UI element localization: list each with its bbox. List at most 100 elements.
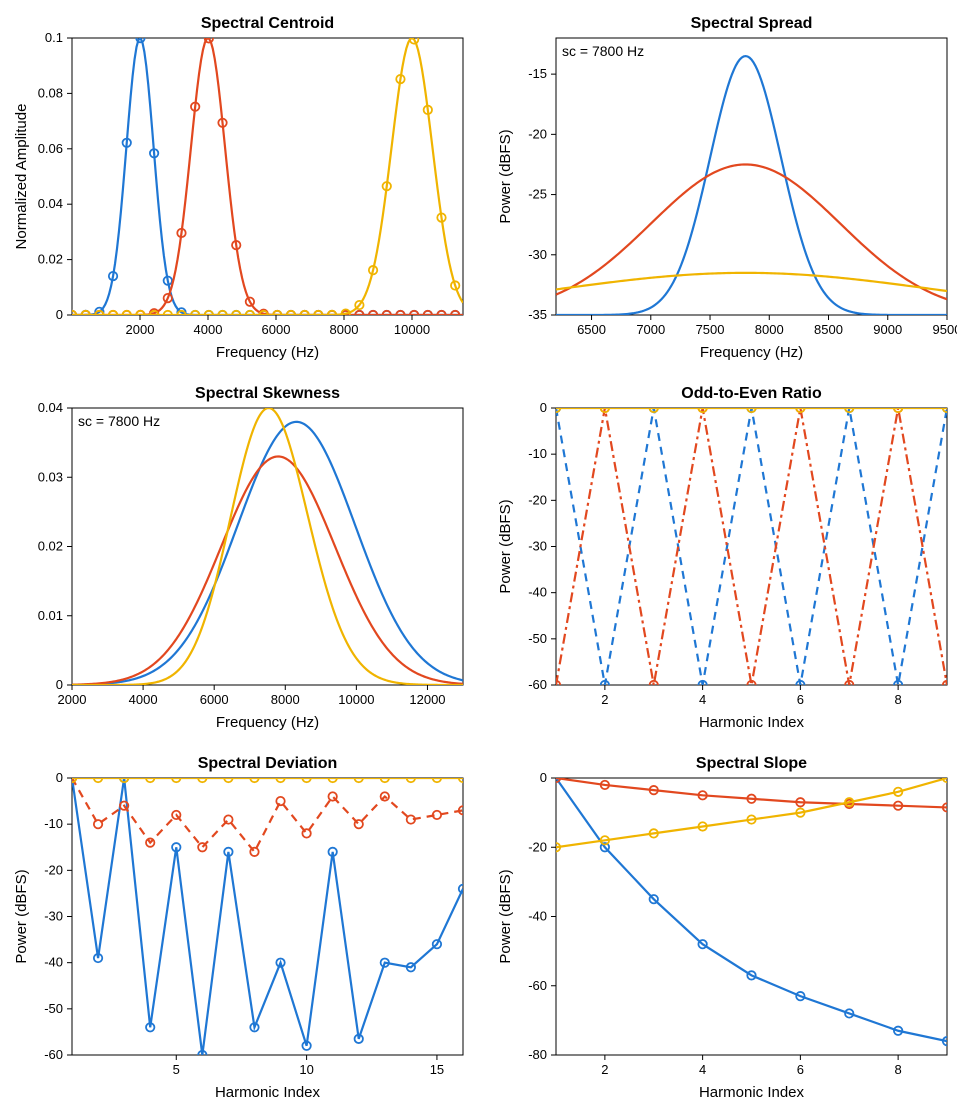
- y-axis-label: Power (dBFS): [497, 499, 514, 593]
- y-axis-label: Power (dBFS): [13, 869, 30, 963]
- x-tick: 9500: [932, 322, 957, 337]
- x-tick: 2: [601, 692, 608, 707]
- y-tick: -50: [528, 631, 547, 646]
- y-tick: 0: [539, 400, 546, 415]
- y-tick: 0: [56, 677, 63, 692]
- x-axis-label: Harmonic Index: [698, 1084, 804, 1101]
- x-tick: 6000: [200, 692, 229, 707]
- x-tick: 8: [894, 1062, 901, 1077]
- series-line: [556, 408, 947, 685]
- y-tick: 0.04: [38, 400, 63, 415]
- x-tick: 10: [299, 1062, 313, 1077]
- y-tick: -30: [44, 909, 63, 924]
- y-axis-label: Power (dBFS): [497, 129, 514, 223]
- y-tick: -60: [528, 978, 547, 993]
- y-tick: 0.1: [45, 30, 63, 45]
- x-tick: 5: [173, 1062, 180, 1077]
- y-axis-label: Power (dBFS): [497, 869, 514, 963]
- y-axis-label: Normalized Amplitude: [13, 104, 30, 250]
- x-tick: 6: [796, 692, 803, 707]
- x-tick: 8000: [330, 322, 359, 337]
- x-tick: 8: [894, 692, 901, 707]
- x-tick: 6500: [577, 322, 606, 337]
- x-tick: 4: [699, 692, 706, 707]
- series-marker: [302, 829, 310, 837]
- chart-slope: Spectral Slope2468-80-60-40-200Harmonic …: [494, 750, 957, 1105]
- series-line: [556, 778, 947, 1041]
- x-tick: 10000: [394, 322, 430, 337]
- chart-title: Spectral Deviation: [198, 755, 338, 772]
- chart-deviation: Spectral Deviation 5 10 15 -60 -50 -40 -30 -20 -1…: [10, 750, 478, 1105]
- y-tick: -35: [528, 307, 547, 322]
- chart-title: Spectral Spread: [690, 15, 812, 32]
- panel-slope: Spectral Slope2468-80-60-40-200Harmonic …: [494, 750, 957, 1110]
- chart-title: Spectral Centroid: [201, 15, 334, 32]
- x-tick: 4: [699, 1062, 706, 1077]
- y-tick: 0.03: [38, 469, 63, 484]
- y-tick: -40: [528, 585, 547, 600]
- x-tick: 6: [796, 1062, 803, 1077]
- chart-skewness: Spectral Skewness 2000 4000 6000 8000 10000 12…: [10, 380, 478, 735]
- y-tick: 0.08: [38, 85, 63, 100]
- y-tick: -40: [528, 909, 547, 924]
- y-tick: 0: [539, 770, 546, 785]
- annotation: sc = 7800 Hz: [78, 413, 160, 429]
- y-tick: -10: [528, 446, 547, 461]
- y-tick: -30: [528, 247, 547, 262]
- y-tick: -80: [528, 1047, 547, 1062]
- y-tick: -60: [44, 1047, 63, 1062]
- y-tick: -10: [44, 816, 63, 831]
- series-line: [556, 778, 947, 847]
- x-tick: 15: [430, 1062, 444, 1077]
- annotation: sc = 7800 Hz: [562, 43, 644, 59]
- y-tick: 0.04: [38, 196, 63, 211]
- y-tick: -20: [528, 126, 547, 141]
- series-line: [556, 273, 947, 291]
- panel-deviation: Spectral Deviation 5 10 15 -60 -50 -40 -30 -20 -1…: [10, 750, 484, 1110]
- chart-odd_even: Odd-to-Even Ratio2468-60-50-40-30-20-100…: [494, 380, 957, 735]
- x-tick: 4000: [194, 322, 223, 337]
- x-tick: 2000: [58, 692, 87, 707]
- x-tick: 4000: [129, 692, 158, 707]
- y-tick: -30: [528, 539, 547, 554]
- x-tick: 8000: [754, 322, 783, 337]
- series-marker: [250, 848, 258, 856]
- y-tick: -25: [528, 187, 547, 202]
- series-line: [72, 778, 463, 1055]
- y-tick: -40: [44, 955, 63, 970]
- y-tick: -20: [528, 839, 547, 854]
- x-tick: 8000: [271, 692, 300, 707]
- series-line: [72, 456, 463, 684]
- panel-skewness: Spectral Skewness 2000 4000 6000 8000 10000 12…: [10, 380, 484, 740]
- x-tick: 7000: [636, 322, 665, 337]
- y-tick: -20: [44, 862, 63, 877]
- series-line: [556, 408, 947, 685]
- series-marker: [224, 815, 232, 823]
- x-axis-label: Frequency (Hz): [216, 714, 319, 731]
- panel-spread: Spectral Spread6500700075008000850090009…: [494, 10, 957, 370]
- x-tick: 10000: [338, 692, 374, 707]
- panel-centroid: Spectral Centroid20004000600080001000000…: [10, 10, 484, 370]
- series-marker: [198, 843, 206, 851]
- chart-spread: Spectral Spread6500700075008000850090009…: [494, 10, 957, 365]
- y-tick: 0.02: [38, 539, 63, 554]
- series-line: [556, 56, 947, 315]
- x-tick: 12000: [409, 692, 445, 707]
- chart-title: Spectral Slope: [695, 755, 806, 772]
- y-tick: -50: [44, 1001, 63, 1016]
- x-tick: 9000: [873, 322, 902, 337]
- series-marker: [328, 792, 336, 800]
- x-axis-label: Harmonic Index: [215, 1084, 321, 1101]
- y-tick: -15: [528, 66, 547, 81]
- y-tick: -60: [528, 677, 547, 692]
- y-tick: 0: [56, 770, 63, 785]
- y-tick: 0.01: [38, 608, 63, 623]
- x-axis-label: Frequency (Hz): [216, 344, 319, 361]
- x-axis-label: Frequency (Hz): [699, 344, 802, 361]
- series-marker: [355, 820, 363, 828]
- x-tick: 2000: [126, 322, 155, 337]
- series-marker: [276, 797, 284, 805]
- chart-title: Spectral Skewness: [195, 385, 340, 402]
- x-tick: 6000: [262, 322, 291, 337]
- x-tick: 7500: [695, 322, 724, 337]
